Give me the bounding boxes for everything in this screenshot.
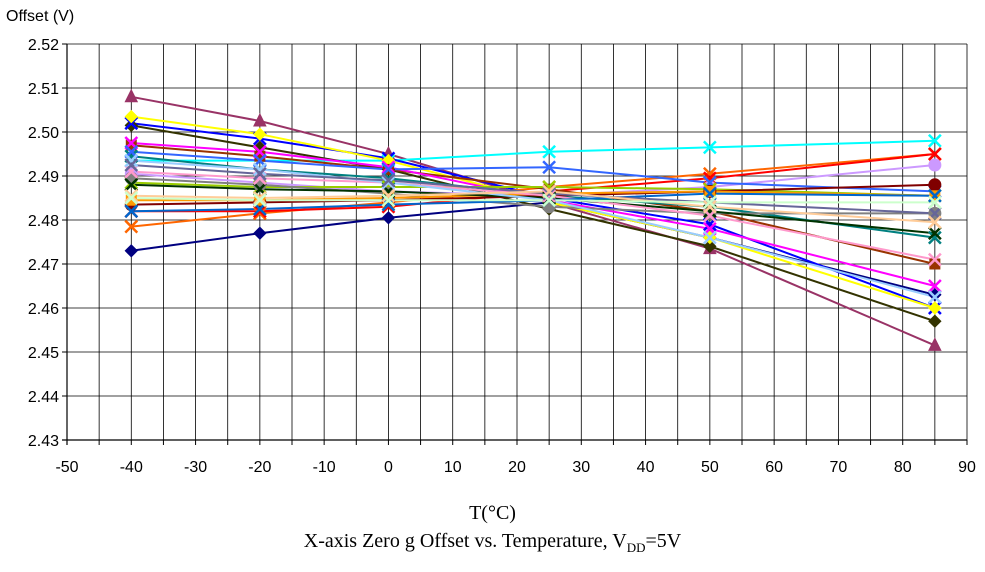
y-tick-label: 2.52: [28, 37, 59, 54]
series-23-point: [252, 191, 267, 205]
y-tick-label: 2.48: [28, 213, 59, 230]
y-tick-label: 2.46: [28, 301, 59, 318]
series-24-point: [381, 193, 396, 208]
series-line-8: [131, 153, 936, 213]
caption-suffix: =5V: [645, 530, 682, 552]
x-tick-label: -10: [313, 459, 336, 476]
series-20-point: [381, 175, 396, 190]
series-24-point: [252, 193, 267, 208]
caption-prefix: X-axis Zero g Offset vs. Temperature, V: [303, 530, 627, 552]
series-1-point: [381, 211, 396, 225]
series-4-point: [928, 314, 942, 328]
series-8-point: [927, 147, 942, 161]
series-6-point: [253, 127, 267, 141]
series-18-point: [927, 226, 942, 241]
series-line-18: [131, 183, 935, 235]
series-7-point: [252, 206, 267, 221]
series-23-point: [927, 215, 942, 230]
series-10-point: [927, 230, 942, 245]
series-21-point: [124, 204, 139, 219]
series-6-point: [928, 301, 942, 315]
series-24-point: [702, 195, 717, 210]
series-23-point: [381, 188, 396, 203]
series-1-point: [253, 226, 267, 240]
x-tick-label: -20: [248, 459, 271, 476]
series-18-point: [124, 177, 139, 192]
series-2-point: [124, 88, 139, 103]
series-line-22: [131, 164, 935, 215]
y-tick-label: 2.45: [28, 345, 59, 362]
series-line-16: [131, 183, 935, 206]
series-13-point: [381, 162, 396, 177]
series-20-point: [252, 162, 267, 177]
x-tick-label: 70: [830, 459, 848, 476]
series-23-point: [124, 188, 139, 203]
y-tick-label: 2.50: [28, 125, 59, 142]
x-tick-label: 60: [765, 459, 783, 476]
x-tick-label: 40: [637, 459, 655, 476]
series-17-point: [704, 185, 716, 197]
series-3-point: [927, 133, 942, 148]
series-2-point: [253, 112, 267, 127]
y-axis-title: Offset (V): [6, 8, 75, 25]
caption-subscript: DD: [626, 540, 646, 555]
series-24-point: [542, 193, 557, 208]
series-19-point: [542, 188, 557, 203]
series-3-point: [702, 140, 717, 155]
series-line-19: [131, 170, 936, 261]
series-15-point: [124, 171, 138, 185]
series-20-point: [124, 153, 139, 168]
series-line-23: [131, 190, 935, 224]
series-12-point: [381, 160, 396, 175]
series-line-12: [131, 142, 936, 287]
series-24-point: [927, 195, 942, 210]
chart-caption: X-axis Zero g Offset vs. Temperature, VD…: [0, 530, 985, 556]
y-tick-label: 2.43: [28, 433, 59, 450]
series-13-point: [542, 160, 557, 175]
series-20-point: [702, 230, 717, 245]
series-7-point: [124, 219, 139, 234]
y-tick-label: 2.44: [28, 389, 59, 406]
series-2-point: [928, 337, 942, 351]
series-4-point: [703, 239, 717, 254]
series-3-point: [542, 144, 557, 159]
series-line-13: [131, 150, 935, 193]
series-11-point: [928, 158, 942, 172]
x-tick-label: 0: [384, 459, 393, 476]
series-line-24: [131, 197, 935, 204]
series-6-point: [124, 109, 138, 124]
x-tick-label: 90: [958, 459, 976, 476]
x-tick-label: -30: [184, 459, 207, 476]
series-20-point: [927, 290, 942, 304]
series-23-point: [702, 199, 717, 214]
x-tick-label: 80: [894, 459, 912, 476]
series-24-point: [124, 191, 139, 205]
series-22-point: [252, 166, 267, 181]
series-line-21: [131, 192, 935, 213]
y-tick-label: 2.51: [28, 81, 59, 98]
series-22-point: [124, 158, 139, 172]
x-tick-label: -40: [120, 459, 143, 476]
series-1-point: [124, 244, 138, 258]
x-tick-label: 20: [508, 459, 526, 476]
y-tick-label: 2.47: [28, 257, 59, 274]
series-line-20: [131, 159, 936, 298]
y-tick-label: 2.49: [28, 169, 59, 186]
x-tick-label: 50: [701, 459, 719, 476]
series-19-point: [927, 252, 942, 267]
x-axis-title: T(°C): [469, 502, 516, 524]
series-line-3: [131, 139, 935, 162]
series-line-6: [131, 115, 936, 309]
x-tick-label: 30: [572, 459, 590, 476]
series-4-point: [124, 118, 138, 133]
series-15-point: [703, 206, 717, 220]
series-16-point: [928, 178, 942, 192]
series-line-9: [131, 144, 936, 265]
series-22-point: [381, 173, 396, 188]
x-tick-label: 10: [444, 459, 462, 476]
x-tick-label: -50: [55, 459, 78, 476]
series-12-point: [927, 279, 942, 293]
